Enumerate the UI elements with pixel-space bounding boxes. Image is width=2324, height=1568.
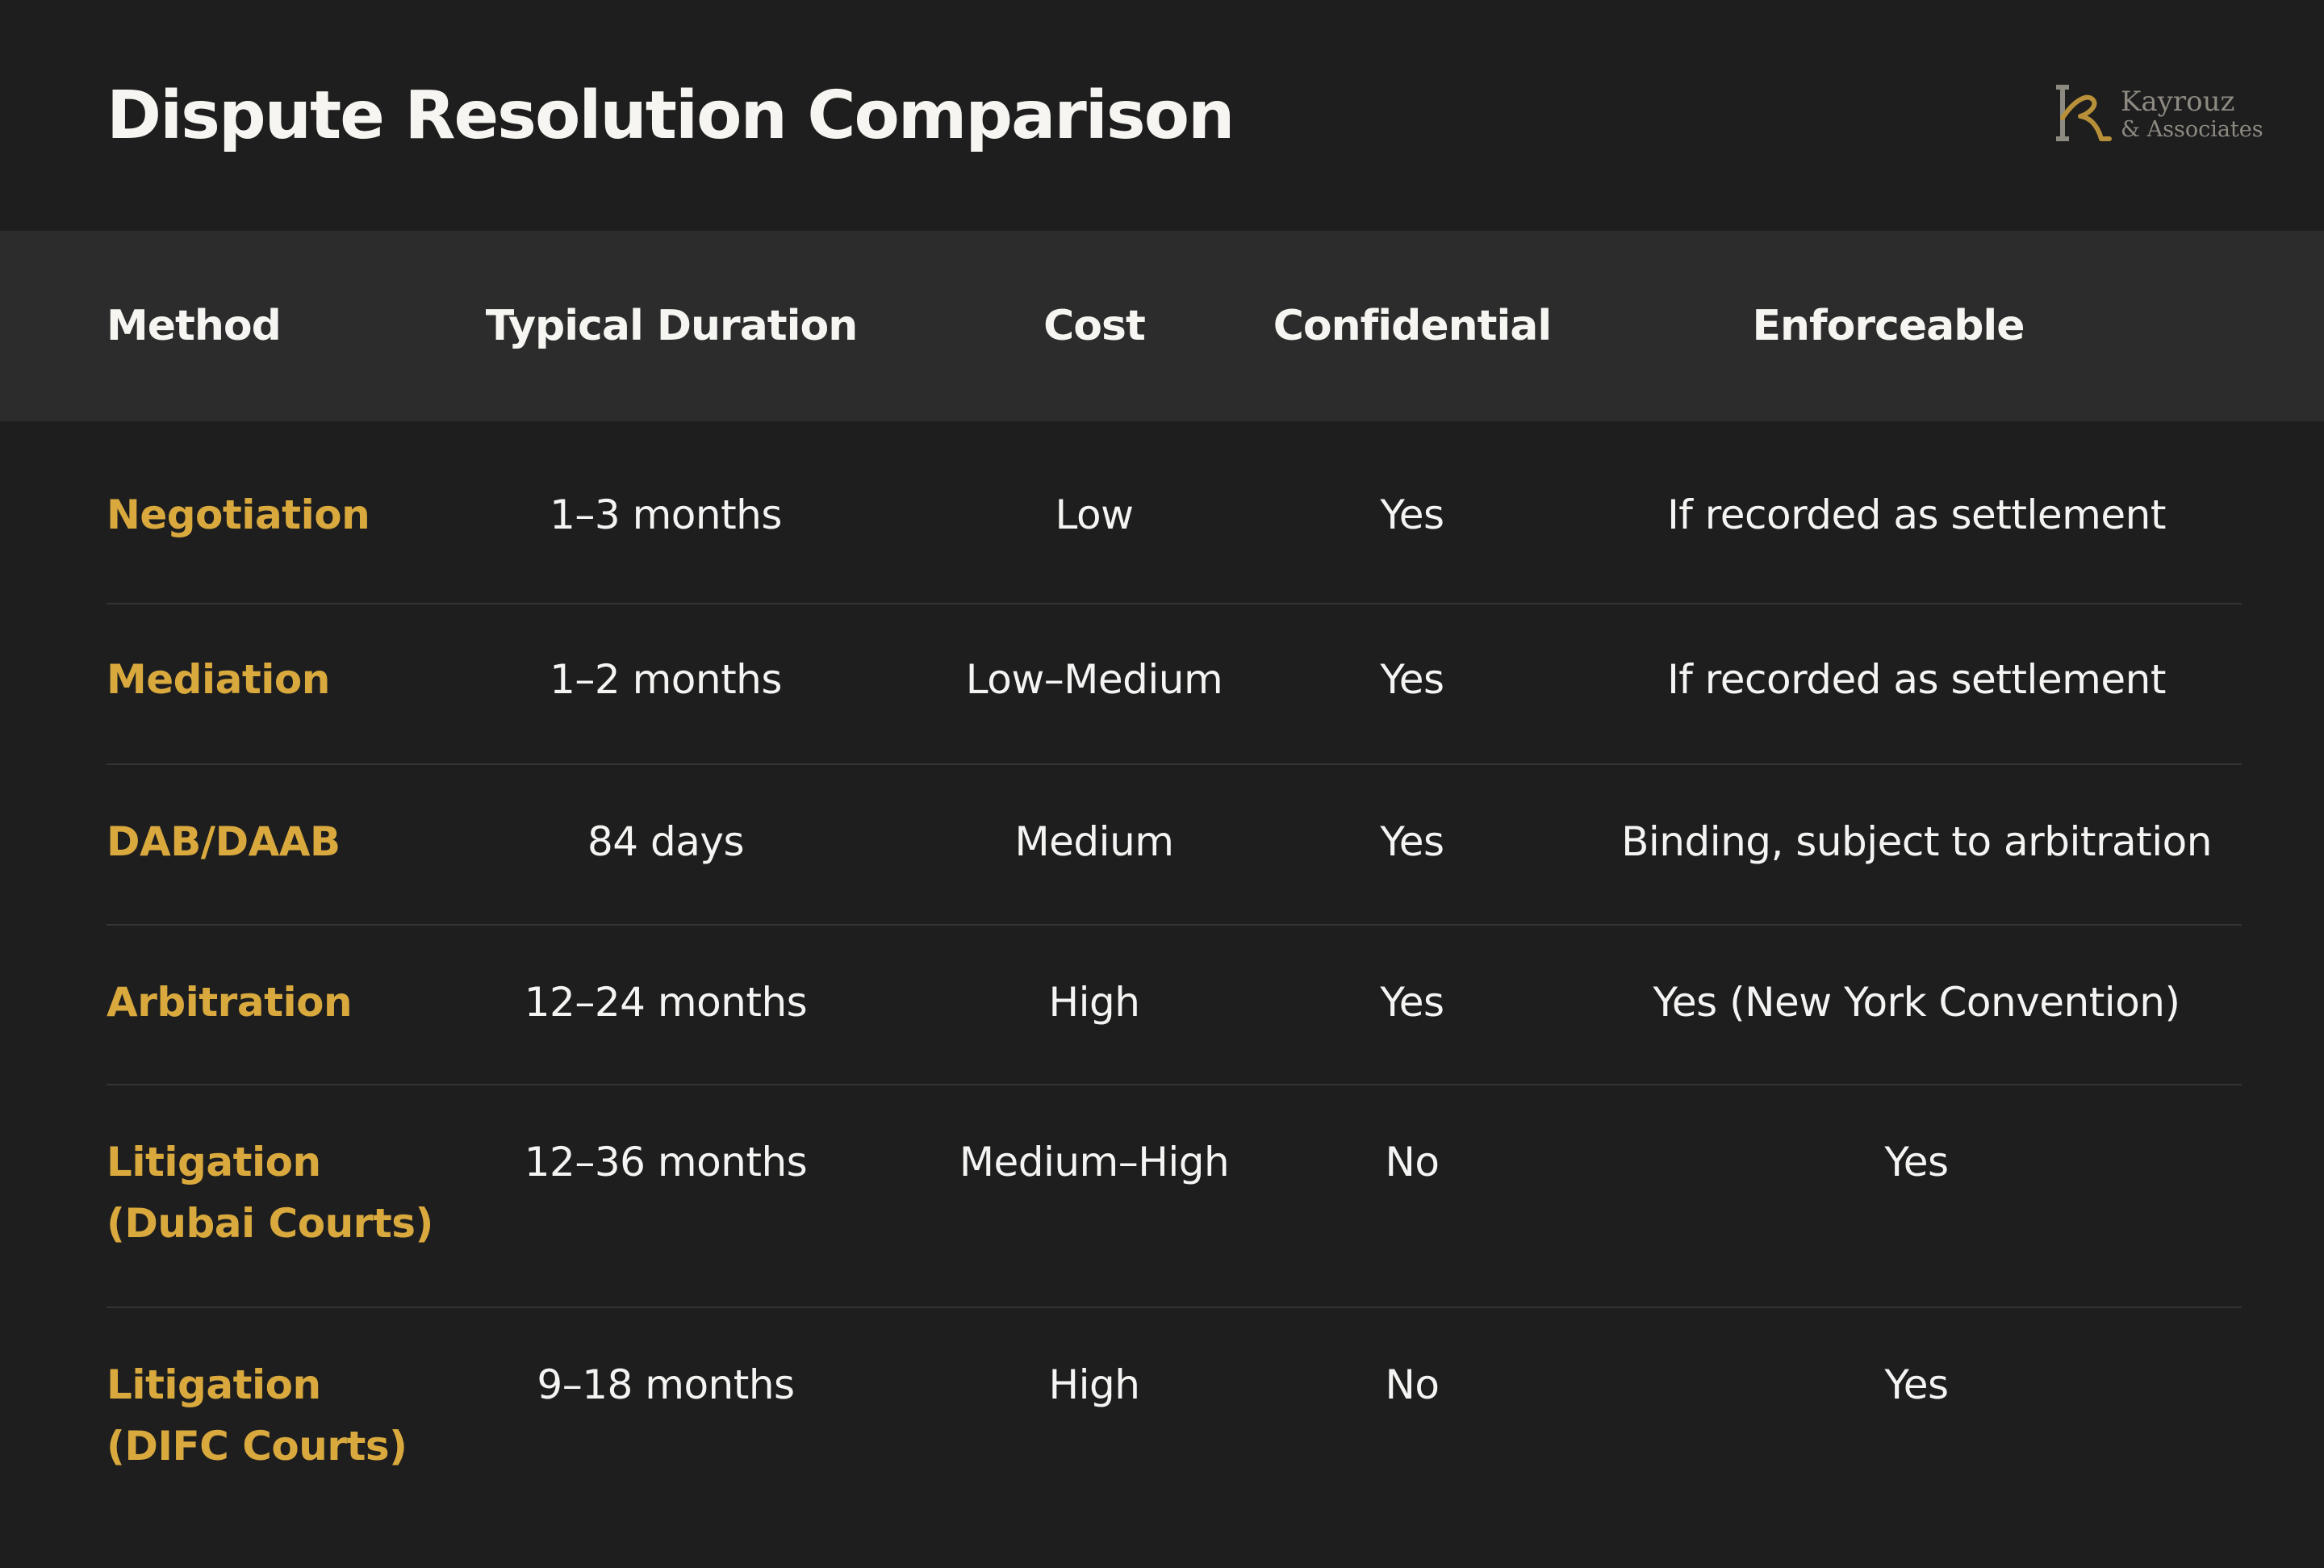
method-cell: Litigation (DIFC Courts) [107, 1361, 408, 1470]
column-header-duration: Typical Duration [485, 302, 858, 350]
duration-cell: 84 days [587, 818, 745, 865]
duration-cell: 9–18 months [537, 1361, 795, 1408]
page-header: Dispute Resolution Comparison Kayrouz & … [0, 0, 2324, 231]
table-row: Arbitration 12–24 months High Yes Yes (N… [0, 925, 2324, 1085]
duration-cell: 12–24 months [524, 979, 808, 1026]
cost-cell: Low [1055, 491, 1134, 538]
cost-cell: Low–Medium [965, 656, 1223, 703]
table-row: Negotiation 1–3 months Low Yes If record… [0, 421, 2324, 604]
method-cell: Litigation (Dubai Courts) [107, 1139, 433, 1247]
enforceable-cell: Yes (New York Convention) [1653, 979, 2180, 1026]
confidential-cell: Yes [1380, 818, 1444, 865]
enforceable-cell: Yes [1884, 1361, 1949, 1408]
method-cell: Arbitration [107, 979, 353, 1026]
row-divider [107, 603, 2242, 604]
duration-cell: 12–36 months [524, 1139, 808, 1185]
method-cell: Mediation [107, 656, 330, 703]
enforceable-cell: Yes [1884, 1139, 1949, 1185]
row-divider [107, 1084, 2242, 1085]
logo-name: Kayrouz [2121, 86, 2235, 118]
confidential-cell: No [1385, 1139, 1440, 1185]
company-logo: Kayrouz & Associates [2051, 82, 2263, 147]
column-header-confidential: Confidential [1273, 302, 1552, 350]
row-divider [107, 1307, 2242, 1308]
cost-cell: High [1048, 1361, 1140, 1408]
table-header-row: Method Typical Duration Cost Confidentia… [0, 231, 2324, 421]
confidential-cell: Yes [1380, 656, 1444, 703]
enforceable-cell: If recorded as settlement [1667, 491, 2166, 538]
cost-cell: High [1048, 979, 1140, 1026]
column-header-cost: Cost [1043, 302, 1146, 350]
table-row: Mediation 1–2 months Low–Medium Yes If r… [0, 604, 2324, 765]
confidential-cell: Yes [1380, 979, 1444, 1026]
table-row: Litigation (Dubai Courts) 12–36 months M… [0, 1085, 2324, 1308]
confidential-cell: Yes [1380, 491, 1444, 538]
cost-cell: Medium–High [959, 1139, 1230, 1185]
table-row: DAB/DAAB 84 days Medium Yes Binding, sub… [0, 764, 2324, 926]
page-title: Dispute Resolution Comparison [107, 77, 1235, 154]
duration-cell: 1–3 months [550, 491, 782, 538]
enforceable-cell: Binding, subject to arbitration [1621, 818, 2212, 865]
confidential-cell: No [1385, 1361, 1440, 1408]
method-cell: Negotiation [107, 491, 370, 538]
column-header-enforceable: Enforceable [1752, 302, 2025, 350]
k-monogram-icon [2056, 85, 2112, 141]
cost-cell: Medium [1014, 818, 1174, 865]
column-header-method: Method [107, 302, 282, 350]
logo-subtitle: & Associates [2121, 117, 2263, 142]
method-cell: DAB/DAAB [107, 818, 341, 865]
row-divider [107, 763, 2242, 765]
duration-cell: 1–2 months [550, 656, 782, 703]
table-row: Litigation (DIFC Courts) 9–18 months Hig… [0, 1307, 2324, 1549]
row-divider [107, 924, 2242, 926]
enforceable-cell: If recorded as settlement [1667, 656, 2166, 703]
